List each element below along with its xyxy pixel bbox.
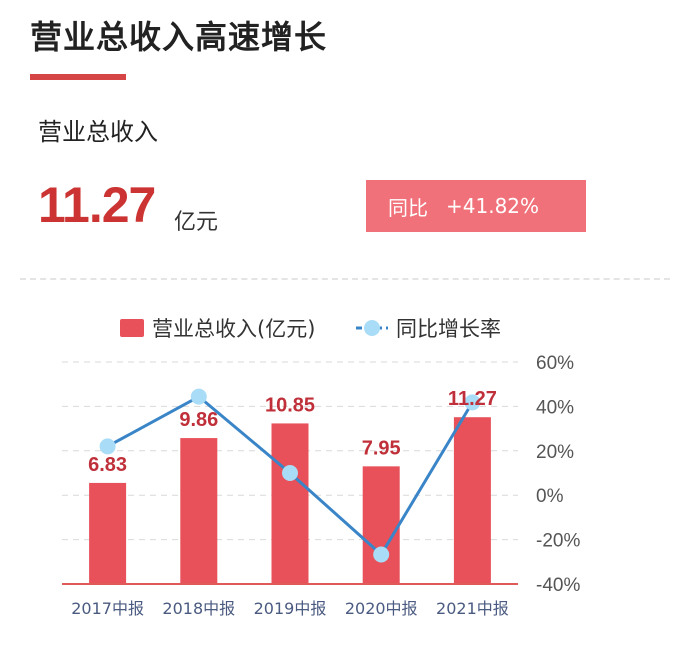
title-underline [30, 74, 126, 80]
y-right-tick-label: 20% [536, 442, 574, 463]
bar-value-label: 10.85 [265, 394, 315, 416]
growth-point [99, 438, 116, 455]
x-tick-label: 2020中报 [345, 599, 418, 618]
x-tick-label: 2017中报 [71, 599, 144, 618]
bar [180, 438, 218, 584]
legend-line-marker [364, 320, 380, 336]
x-tick-label: 2019中报 [254, 599, 327, 618]
growth-point [373, 546, 390, 563]
bar-value-label: 11.27 [448, 388, 497, 410]
y-right-tick-label: 60% [536, 353, 574, 374]
yoy-label: 同比 [388, 195, 428, 220]
chart-legend: 营业总收入(亿元) 同比增长率 [120, 317, 501, 341]
y-right-tick-label: 40% [536, 397, 574, 418]
yoy-badge: 同比 +41.82% [366, 180, 586, 232]
bar [362, 466, 400, 584]
x-tick-label: 2021中报 [436, 599, 509, 618]
y-right-tick-label: 0% [536, 486, 564, 507]
metric-unit: 亿元 [174, 210, 219, 235]
bar-value-label: 6.83 [88, 454, 127, 476]
bar-value-label: 9.86 [179, 409, 218, 431]
metric-label: 营业总收入 [38, 118, 158, 146]
page-title: 营业总收入高速增长 [30, 18, 328, 56]
bar [271, 423, 309, 584]
legend-bar-swatch [120, 319, 144, 337]
growth-point [190, 388, 207, 405]
yoy-value: +41.82% [446, 194, 540, 218]
section-divider [20, 278, 670, 280]
bar [89, 482, 127, 584]
legend-line-label: 同比增长率 [396, 317, 501, 341]
bar [453, 417, 491, 584]
labels-layer: 6.83 9.86 10.85 7.95 11.27 [88, 388, 497, 476]
growth-point [464, 394, 481, 411]
growth-point [282, 465, 298, 481]
y-right-tick-label: -20% [536, 531, 580, 552]
metric-value: 11.27 [38, 177, 156, 233]
y-right-tick-label: -40% [536, 575, 580, 596]
legend-bar-label: 营业总收入(亿元) [152, 317, 315, 341]
axis-layer: 60% 40% 20% 0% -20% -40% 2017中报 2018中报 2019中报 202… [62, 353, 580, 618]
bars-layer [89, 417, 491, 584]
revenue-growth-chart: 6.83 9.86 10.85 7.95 11.27 60% 40% 20% 0% -20% -4… [62, 317, 580, 618]
x-tick-label: 2018中报 [162, 599, 235, 618]
line-layer [99, 388, 481, 563]
bar-value-label: 7.95 [362, 437, 401, 459]
